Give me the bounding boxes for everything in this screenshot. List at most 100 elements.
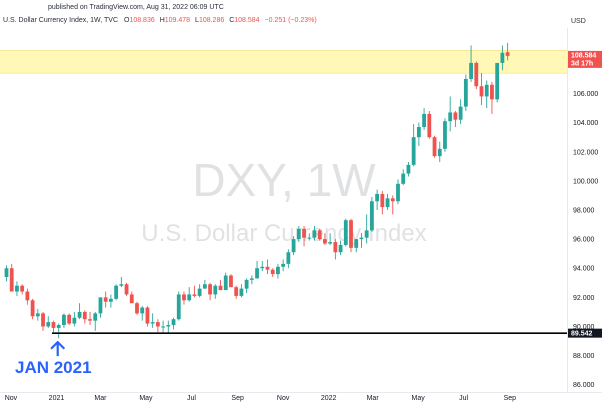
- candle: [25, 288, 30, 305]
- candle-body: [192, 294, 197, 296]
- candle: [255, 260, 259, 279]
- candle-body: [114, 285, 119, 299]
- change-value: −0.251 (−0.23%): [265, 17, 317, 24]
- candle: [15, 281, 19, 296]
- candle-body: [187, 294, 192, 301]
- candle: [98, 297, 103, 318]
- candle: [302, 226, 306, 247]
- candle-body: [469, 62, 473, 79]
- candle: [140, 306, 145, 321]
- candle: [458, 99, 463, 125]
- candle: [72, 311, 77, 327]
- candle-body: [260, 266, 265, 269]
- time-tick-label: Jul: [459, 395, 468, 402]
- candle-body: [270, 269, 275, 275]
- candle: [119, 276, 124, 288]
- candle: [359, 233, 364, 248]
- price-tick-label: 94.000: [573, 266, 595, 273]
- candle-body: [67, 314, 72, 324]
- candle-body: [416, 127, 421, 138]
- candle: [93, 311, 98, 331]
- candle-body: [364, 230, 369, 238]
- candle: [411, 124, 416, 167]
- support-price-value: 89.542: [571, 330, 593, 337]
- candle: [270, 268, 275, 277]
- candle-body: [93, 313, 98, 321]
- candle-body: [307, 237, 312, 239]
- candle-body: [124, 284, 129, 295]
- candle-body: [98, 297, 103, 314]
- candle-body: [4, 268, 9, 277]
- candle-body: [208, 284, 212, 295]
- candle-body: [182, 294, 186, 301]
- price-tick-label: 96.000: [573, 237, 595, 244]
- annotation-label: JAN 2021: [15, 358, 92, 377]
- candle-body: [145, 307, 150, 324]
- candle: [4, 265, 9, 282]
- candle-body: [239, 288, 244, 296]
- candle-body: [328, 242, 333, 244]
- candle: [453, 110, 458, 128]
- candle-body: [223, 275, 228, 291]
- candle-body: [140, 307, 145, 314]
- candle: [343, 218, 348, 247]
- candle: [129, 291, 134, 304]
- candle: [312, 226, 317, 241]
- symbol-name: U.S. Dollar Currency Index, 1W, TVC: [3, 17, 118, 24]
- jan-2021-annotation[interactable]: JAN 2021: [15, 341, 92, 377]
- price-tick-label: 102.000: [573, 149, 598, 156]
- candle: [354, 239, 359, 253]
- candle-body: [437, 148, 442, 157]
- candle: [88, 311, 92, 326]
- candle-body: [255, 268, 259, 279]
- price-axis[interactable]: 106.000 104.000 102.000 100.000 98.000 96.000…: [567, 28, 599, 392]
- candle: [495, 62, 500, 103]
- candle: [443, 118, 447, 152]
- ohlc-header: U.S. Dollar Currency Index, 1W, TVC O108…: [3, 17, 317, 24]
- candle-body: [443, 121, 447, 149]
- candle: [77, 303, 82, 320]
- current-price-tag: 108.584 3d 17h: [568, 50, 602, 68]
- candle: [349, 218, 353, 253]
- candle: [505, 42, 510, 61]
- candle: [328, 233, 333, 245]
- candle: [427, 110, 432, 139]
- low-value: 108.286: [199, 17, 224, 24]
- candle-body: [197, 288, 202, 296]
- candle: [229, 274, 233, 288]
- candle-body: [265, 266, 270, 270]
- candle-body: [286, 252, 291, 264]
- candle-body: [505, 52, 510, 56]
- candle-body: [202, 284, 207, 289]
- price-tick-label: 106.000: [573, 91, 598, 98]
- candle-body: [302, 228, 306, 238]
- candle-body: [150, 322, 155, 324]
- candle: [135, 301, 139, 315]
- candle-body: [161, 326, 165, 328]
- candle: [406, 161, 411, 177]
- candle-body: [380, 193, 385, 208]
- candle-body: [390, 198, 395, 202]
- time-axis[interactable]: Nov 2021 Mar May Jul Sep Nov 2022 Mar May Jul Sep: [0, 392, 602, 403]
- price-tick-label: 98.000: [573, 208, 595, 215]
- candle: [161, 320, 165, 333]
- candle: [103, 291, 108, 308]
- candle-body: [411, 137, 416, 165]
- candle-body: [338, 244, 343, 253]
- candle: [192, 285, 197, 298]
- candle: [281, 259, 286, 272]
- candle: [369, 196, 374, 232]
- candle-body: [427, 113, 432, 138]
- candle-body: [484, 84, 489, 97]
- candle: [484, 80, 489, 109]
- price-tick-label: 86.000: [573, 382, 595, 389]
- time-tick-label: 2021: [49, 395, 65, 402]
- candle-body: [119, 284, 124, 286]
- candle-body: [323, 239, 327, 244]
- candle-body: [281, 263, 286, 267]
- candle-body: [72, 317, 77, 324]
- candle: [20, 284, 25, 295]
- candle: [385, 193, 390, 210]
- candle-body: [56, 325, 61, 328]
